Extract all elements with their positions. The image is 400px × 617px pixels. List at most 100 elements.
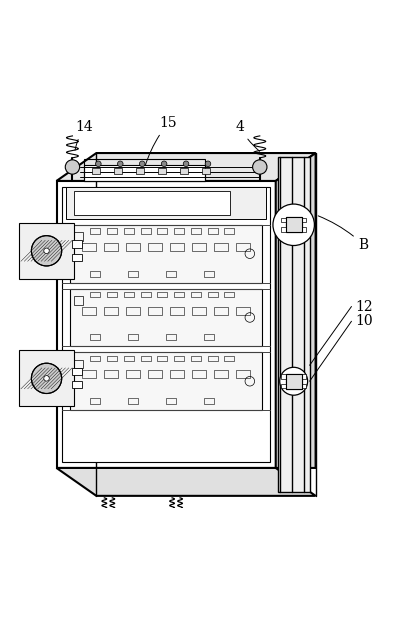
Bar xyxy=(19,223,74,279)
Bar xyxy=(107,356,117,361)
Bar xyxy=(302,384,306,389)
Circle shape xyxy=(44,248,49,254)
Text: 15: 15 xyxy=(145,116,177,167)
Bar xyxy=(72,368,82,375)
Bar xyxy=(148,307,162,315)
Bar xyxy=(214,370,228,378)
Bar xyxy=(82,307,96,315)
Bar xyxy=(90,271,100,276)
Bar xyxy=(281,227,286,232)
Bar xyxy=(204,271,214,276)
Bar xyxy=(208,228,218,234)
Bar xyxy=(180,168,188,174)
Bar xyxy=(90,334,100,341)
Circle shape xyxy=(31,363,62,394)
Polygon shape xyxy=(56,153,316,181)
Circle shape xyxy=(273,204,314,246)
Bar xyxy=(74,360,83,368)
Bar xyxy=(74,232,83,241)
Bar xyxy=(170,243,184,251)
Bar xyxy=(192,307,206,315)
Bar xyxy=(236,307,250,315)
Bar xyxy=(104,307,118,315)
Bar xyxy=(224,228,234,234)
Circle shape xyxy=(118,161,123,167)
Circle shape xyxy=(44,376,49,381)
Bar xyxy=(62,187,270,462)
Bar xyxy=(70,289,262,346)
Bar xyxy=(107,292,117,297)
Bar xyxy=(19,350,74,406)
Bar xyxy=(107,228,117,234)
Bar xyxy=(192,243,206,251)
Bar xyxy=(224,356,234,361)
Bar xyxy=(166,398,176,404)
Bar xyxy=(66,187,266,219)
Bar xyxy=(170,307,184,315)
Bar xyxy=(281,374,286,379)
Bar xyxy=(72,381,82,388)
Circle shape xyxy=(96,161,101,167)
Bar xyxy=(74,296,83,305)
Bar xyxy=(148,243,162,251)
Bar xyxy=(126,370,140,378)
Bar xyxy=(126,243,140,251)
Bar xyxy=(72,254,82,261)
Text: 16: 16 xyxy=(0,616,1,617)
Bar xyxy=(236,243,250,251)
Bar xyxy=(104,243,118,251)
Bar xyxy=(141,292,150,297)
Bar xyxy=(90,228,100,234)
Bar xyxy=(174,292,184,297)
Bar xyxy=(214,307,228,315)
Bar xyxy=(124,228,134,234)
Circle shape xyxy=(65,160,80,174)
Bar xyxy=(281,384,286,389)
Bar xyxy=(158,168,166,174)
Bar xyxy=(82,370,96,378)
Bar xyxy=(92,168,100,174)
Bar xyxy=(141,356,150,361)
Bar xyxy=(136,168,144,174)
Text: B: B xyxy=(318,216,368,252)
Bar xyxy=(128,398,138,404)
Polygon shape xyxy=(276,153,316,468)
Bar xyxy=(141,228,150,234)
Bar xyxy=(208,292,218,297)
Bar xyxy=(191,292,201,297)
Circle shape xyxy=(31,236,62,266)
Bar xyxy=(302,374,306,379)
Bar xyxy=(214,243,228,251)
Bar xyxy=(192,370,206,378)
Bar xyxy=(104,370,118,378)
Text: 14: 14 xyxy=(75,120,93,151)
Bar xyxy=(124,356,134,361)
Bar xyxy=(286,217,302,233)
Bar xyxy=(204,334,214,341)
Bar xyxy=(90,356,100,361)
Bar xyxy=(166,271,176,276)
Text: 1: 1 xyxy=(0,616,1,617)
Bar xyxy=(157,356,167,361)
Circle shape xyxy=(140,161,145,167)
Bar xyxy=(278,157,310,492)
Bar xyxy=(70,225,262,283)
Text: 12: 12 xyxy=(356,299,373,313)
Bar xyxy=(114,168,122,174)
Polygon shape xyxy=(56,468,316,496)
Circle shape xyxy=(205,161,211,167)
Bar xyxy=(204,398,214,404)
Circle shape xyxy=(253,160,267,174)
Bar xyxy=(126,307,140,315)
Bar xyxy=(286,374,302,389)
Bar xyxy=(128,334,138,341)
Bar xyxy=(224,292,234,297)
Bar xyxy=(128,271,138,276)
Bar xyxy=(208,356,218,361)
Bar xyxy=(84,159,205,181)
Bar xyxy=(286,374,302,389)
Bar xyxy=(286,217,302,233)
Bar xyxy=(302,218,306,222)
Text: 4: 4 xyxy=(236,120,260,151)
Bar xyxy=(82,243,96,251)
